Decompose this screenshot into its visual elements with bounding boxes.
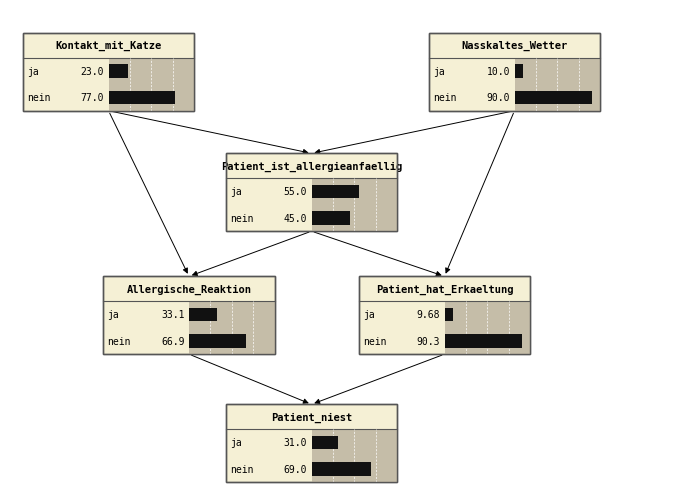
- Bar: [444, 302, 531, 355]
- Text: ja: ja: [433, 67, 445, 77]
- Text: ja: ja: [363, 310, 375, 320]
- Text: Nasskaltes_Wetter: Nasskaltes_Wetter: [461, 41, 568, 51]
- Text: nein: nein: [433, 93, 456, 103]
- Text: 77.0: 77.0: [80, 93, 104, 103]
- Bar: [358, 277, 531, 355]
- Bar: [312, 212, 350, 225]
- Bar: [225, 405, 398, 482]
- Bar: [514, 59, 601, 111]
- Text: Patient_hat_Erkaeltung: Patient_hat_Erkaeltung: [376, 284, 513, 295]
- Text: Kontakt_mit_Katze: Kontakt_mit_Katze: [55, 41, 162, 52]
- Bar: [514, 92, 592, 105]
- Bar: [22, 34, 194, 111]
- Bar: [104, 277, 274, 355]
- Text: 90.3: 90.3: [416, 336, 440, 346]
- Bar: [444, 335, 522, 348]
- Text: 55.0: 55.0: [284, 187, 307, 197]
- Bar: [312, 436, 338, 449]
- Bar: [444, 308, 453, 322]
- Text: 66.9: 66.9: [161, 336, 185, 346]
- Bar: [225, 154, 398, 231]
- Bar: [108, 92, 174, 105]
- Bar: [225, 154, 398, 231]
- Text: nein: nein: [363, 336, 386, 346]
- Bar: [358, 277, 531, 355]
- Bar: [312, 185, 358, 199]
- Bar: [189, 335, 246, 348]
- Bar: [22, 34, 194, 111]
- Text: nein: nein: [27, 93, 50, 103]
- Text: Allergische_Reaktion: Allergische_Reaktion: [127, 284, 251, 295]
- Text: 45.0: 45.0: [284, 213, 307, 223]
- Text: ja: ja: [108, 310, 119, 320]
- Text: nein: nein: [230, 464, 253, 474]
- Bar: [428, 34, 601, 111]
- Text: 90.0: 90.0: [486, 93, 510, 103]
- Text: 33.1: 33.1: [161, 310, 185, 320]
- Text: ja: ja: [230, 187, 242, 197]
- Bar: [312, 179, 398, 231]
- Text: ja: ja: [230, 437, 242, 447]
- Bar: [312, 429, 398, 482]
- Bar: [104, 277, 274, 355]
- Bar: [108, 65, 128, 79]
- Bar: [312, 462, 371, 475]
- Text: ja: ja: [27, 67, 38, 77]
- Bar: [428, 34, 601, 111]
- Text: nein: nein: [108, 336, 131, 346]
- Text: 31.0: 31.0: [284, 437, 307, 447]
- Bar: [189, 308, 218, 322]
- Bar: [514, 65, 523, 79]
- Text: Patient_ist_allergieanfaellig: Patient_ist_allergieanfaellig: [221, 161, 402, 172]
- Text: nein: nein: [230, 213, 253, 223]
- Text: 23.0: 23.0: [80, 67, 104, 77]
- Text: 9.68: 9.68: [416, 310, 440, 320]
- Bar: [225, 405, 398, 482]
- Text: Patient_niest: Patient_niest: [271, 412, 352, 422]
- Text: 10.0: 10.0: [486, 67, 510, 77]
- Bar: [108, 59, 195, 111]
- Text: 69.0: 69.0: [284, 464, 307, 474]
- Bar: [189, 302, 274, 355]
